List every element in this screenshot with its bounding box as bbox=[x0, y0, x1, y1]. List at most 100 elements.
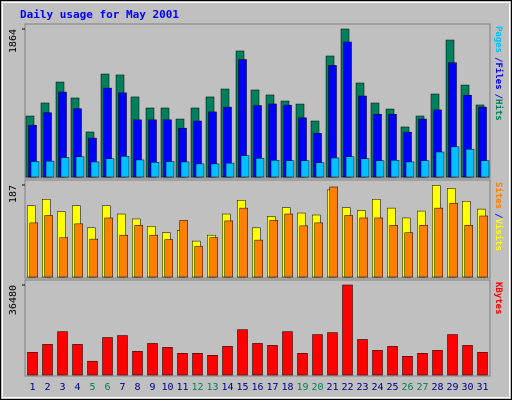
legend-entry: Files bbox=[494, 63, 505, 90]
bar bbox=[45, 160, 55, 178]
x-tick-label: 2 bbox=[44, 382, 50, 393]
legend-separator: / bbox=[494, 213, 504, 218]
bar bbox=[342, 284, 353, 376]
bar bbox=[30, 161, 40, 178]
legend-entry: KBytes bbox=[494, 282, 504, 315]
bar bbox=[269, 220, 278, 278]
bar bbox=[104, 217, 113, 278]
bar bbox=[420, 160, 430, 178]
legend-separator: / bbox=[494, 94, 504, 99]
legend-entry: Visits bbox=[494, 219, 505, 252]
bar bbox=[254, 239, 263, 278]
bar bbox=[74, 223, 83, 278]
x-tick-label: 11 bbox=[176, 382, 188, 393]
legend-entry: Pages bbox=[494, 26, 504, 53]
bar bbox=[105, 158, 115, 178]
x-tick-label: 30 bbox=[461, 382, 473, 393]
bar bbox=[360, 158, 370, 178]
bar bbox=[267, 345, 278, 376]
bar bbox=[314, 222, 323, 278]
bar bbox=[237, 329, 248, 376]
bar bbox=[179, 220, 188, 278]
x-tick-label: 10 bbox=[161, 382, 173, 393]
legend: Sites /Visits bbox=[494, 182, 505, 251]
x-tick-label: 27 bbox=[416, 382, 428, 393]
bar bbox=[374, 217, 383, 278]
x-tick-label: 26 bbox=[401, 382, 413, 393]
bar bbox=[252, 343, 263, 376]
bar bbox=[402, 356, 413, 376]
x-tick-label: 16 bbox=[251, 382, 263, 393]
x-tick-label: 22 bbox=[341, 382, 353, 393]
bar bbox=[164, 239, 173, 278]
bar bbox=[462, 345, 473, 376]
bar bbox=[390, 160, 400, 178]
bar bbox=[240, 155, 250, 178]
x-tick-label: 3 bbox=[59, 382, 65, 393]
bar bbox=[29, 222, 38, 278]
bar bbox=[345, 156, 355, 178]
bar bbox=[180, 161, 190, 178]
legend-entry: Hits bbox=[494, 99, 505, 121]
bar bbox=[72, 344, 83, 376]
bar bbox=[239, 207, 248, 278]
bar bbox=[132, 351, 143, 376]
x-tick-label: 4 bbox=[74, 382, 80, 393]
bar bbox=[192, 353, 203, 376]
bar bbox=[44, 215, 53, 278]
legend-entry: Sites bbox=[494, 182, 505, 209]
bar bbox=[59, 237, 68, 278]
x-tick-label: 20 bbox=[311, 382, 323, 393]
y-tick-label: 187 bbox=[8, 185, 19, 203]
bar bbox=[87, 360, 98, 376]
x-tick-label: 23 bbox=[356, 382, 368, 393]
bar bbox=[42, 344, 53, 376]
x-tick-label: 25 bbox=[386, 382, 398, 393]
x-tick-label: 19 bbox=[296, 382, 308, 393]
x-tick-label: 17 bbox=[266, 382, 278, 393]
bar bbox=[27, 352, 38, 376]
bar bbox=[150, 162, 160, 178]
bar bbox=[450, 146, 460, 178]
bar bbox=[315, 162, 325, 178]
bar bbox=[357, 339, 368, 376]
x-tick-label: 21 bbox=[326, 382, 338, 393]
bar bbox=[404, 232, 413, 278]
bar bbox=[434, 207, 443, 278]
bar bbox=[284, 213, 293, 278]
x-tick-label: 6 bbox=[104, 382, 110, 393]
x-tick-label: 31 bbox=[476, 382, 488, 393]
bar bbox=[134, 225, 143, 278]
bar bbox=[375, 160, 385, 178]
bar bbox=[75, 156, 85, 178]
x-tick-label: 8 bbox=[134, 382, 140, 393]
bar bbox=[344, 215, 353, 278]
bar bbox=[194, 246, 203, 278]
x-tick-label: 24 bbox=[371, 382, 383, 393]
x-tick-label: 28 bbox=[431, 382, 443, 393]
bar bbox=[60, 157, 70, 178]
bar bbox=[255, 158, 265, 178]
bar bbox=[210, 163, 220, 178]
bar bbox=[207, 355, 218, 376]
bar bbox=[479, 215, 488, 278]
bar bbox=[330, 157, 340, 178]
x-tick-label: 18 bbox=[281, 382, 293, 393]
bar bbox=[419, 225, 428, 278]
bar bbox=[57, 331, 68, 376]
bar bbox=[222, 346, 233, 376]
y-tick-label: 1864 bbox=[8, 29, 19, 53]
bar bbox=[120, 156, 130, 178]
x-tick-label: 29 bbox=[446, 382, 458, 393]
legend: Pages/Files/Hits bbox=[494, 26, 505, 121]
bar bbox=[435, 151, 445, 178]
bar bbox=[270, 160, 280, 178]
bar bbox=[165, 161, 175, 178]
x-tick-label: 14 bbox=[221, 382, 233, 393]
bar bbox=[149, 234, 158, 278]
bar bbox=[300, 160, 310, 178]
x-tick-label: 1 bbox=[29, 382, 35, 393]
bar bbox=[225, 162, 235, 178]
bar bbox=[329, 186, 338, 278]
